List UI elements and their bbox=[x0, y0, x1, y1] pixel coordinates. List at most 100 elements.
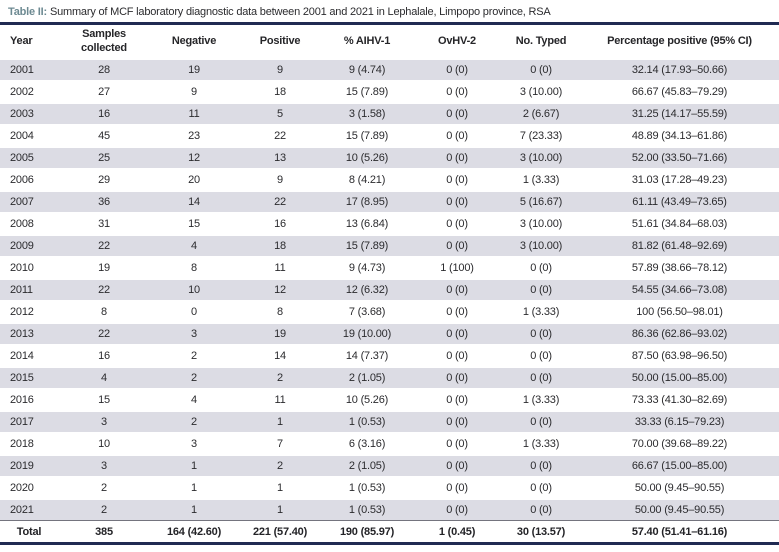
table-cell: 0 (0) bbox=[412, 212, 502, 235]
table-cell: 0 (0) bbox=[412, 80, 502, 103]
table-cell: 12 bbox=[150, 146, 238, 169]
table-cell: 12 bbox=[238, 278, 322, 301]
table-cell: 0 (0) bbox=[412, 454, 502, 477]
year-cell: 2011 bbox=[0, 278, 58, 301]
table-cell: 1 bbox=[238, 410, 322, 433]
table-cell: 54.55 (34.66–73.08) bbox=[580, 278, 779, 301]
total-positive: 221 (57.40) bbox=[238, 520, 322, 545]
table-cell: 0 (0) bbox=[412, 124, 502, 147]
table-cell: 19 bbox=[58, 256, 150, 279]
year-cell: 2008 bbox=[0, 212, 58, 235]
total-samples: 385 bbox=[58, 520, 150, 545]
table-cell: 0 (0) bbox=[502, 322, 580, 345]
column-header-year: Year bbox=[0, 25, 58, 60]
total-no-typed: 30 (13.57) bbox=[502, 520, 580, 545]
year-cell: 2002 bbox=[0, 80, 58, 103]
table-cell: 9 (4.73) bbox=[322, 256, 412, 279]
table-cell: 36 bbox=[58, 190, 150, 213]
table-row: 2021 2 1 1 1 (0.53) 0 (0) 0 (0) 50.00 (9.45–90.… bbox=[0, 498, 779, 521]
table-row: 2016 15 4 11 10 (5.26) 0 (0) 1 (3.33) 73.33 (41… bbox=[0, 388, 779, 411]
table-cell: 0 (0) bbox=[412, 410, 502, 433]
table-cell: 0 (0) bbox=[412, 300, 502, 323]
table-cell: 48.89 (34.13–61.86) bbox=[580, 124, 779, 147]
table-cell: 1 (3.33) bbox=[502, 388, 580, 411]
table-cell: 3 bbox=[58, 410, 150, 433]
table-cell: 9 bbox=[150, 80, 238, 103]
table-cell: 22 bbox=[238, 190, 322, 213]
table-cell: 9 bbox=[238, 168, 322, 191]
table-cell: 57.89 (38.66–78.12) bbox=[580, 256, 779, 279]
table-cell: 1 (100) bbox=[412, 256, 502, 279]
table-cell: 2 bbox=[238, 366, 322, 389]
table-cell: 5 bbox=[238, 102, 322, 125]
year-cell: 2001 bbox=[0, 58, 58, 81]
table-cell: 0 (0) bbox=[502, 256, 580, 279]
table-cell: 0 (0) bbox=[412, 278, 502, 301]
table-cell: 19 bbox=[238, 322, 322, 345]
table-cell: 1 (3.33) bbox=[502, 432, 580, 455]
table-cell: 15 bbox=[58, 388, 150, 411]
table-cell: 14 bbox=[150, 190, 238, 213]
table-cell: 3 (10.00) bbox=[502, 80, 580, 103]
table-cell: 0 (0) bbox=[412, 344, 502, 367]
table-row: 2002 27 9 18 15 (7.89) 0 (0) 3 (10.00) 66.67 (4… bbox=[0, 80, 779, 103]
table-row: 2015 4 2 2 2 (1.05) 0 (0) 0 (0) 50.00 (15.00–85… bbox=[0, 366, 779, 389]
column-header-samples-collected: Samples collected bbox=[58, 25, 150, 60]
total-percentage-positive: 57.40 (51.41–61.16) bbox=[580, 520, 779, 545]
table-cell: 86.36 (62.86–93.02) bbox=[580, 322, 779, 345]
column-header-positive: Positive bbox=[238, 25, 322, 60]
table-cell: 6 (3.16) bbox=[322, 432, 412, 455]
table-cell: 0 (0) bbox=[412, 432, 502, 455]
table-cell: 3 (10.00) bbox=[502, 212, 580, 235]
table-cell: 1 (3.33) bbox=[502, 300, 580, 323]
table-cell: 29 bbox=[58, 168, 150, 191]
table-row: 2013 22 3 19 19 (10.00) 0 (0) 0 (0) 86.36 (62.8… bbox=[0, 322, 779, 345]
table-cell: 3 (10.00) bbox=[502, 234, 580, 257]
table-cell: 16 bbox=[238, 212, 322, 235]
table-cell: 0 (0) bbox=[412, 190, 502, 213]
year-cell: 2017 bbox=[0, 410, 58, 433]
table-cell: 0 (0) bbox=[412, 168, 502, 191]
table-cell: 0 (0) bbox=[412, 102, 502, 125]
table-cell: 9 (4.74) bbox=[322, 58, 412, 81]
year-cell: 2007 bbox=[0, 190, 58, 213]
table-header: Year Samples collected Negative Positive… bbox=[0, 25, 779, 60]
table-cell: 22 bbox=[58, 322, 150, 345]
table-cell: 31 bbox=[58, 212, 150, 235]
table-row: 2014 16 2 14 14 (7.37) 0 (0) 0 (0) 87.50 (63.98… bbox=[0, 344, 779, 367]
column-header-ovhv2: OvHV-2 bbox=[412, 25, 502, 60]
table-cell: 14 (7.37) bbox=[322, 344, 412, 367]
table-cell: 13 bbox=[238, 146, 322, 169]
table-cell: 1 bbox=[150, 476, 238, 499]
year-cell: 2018 bbox=[0, 432, 58, 455]
table-cell: 0 (0) bbox=[412, 366, 502, 389]
table-cell: 19 (10.00) bbox=[322, 322, 412, 345]
table-cell: 10 bbox=[150, 278, 238, 301]
table-row: 2020 2 1 1 1 (0.53) 0 (0) 0 (0) 50.00 (9.45–90.… bbox=[0, 476, 779, 499]
table-cell: 1 (3.33) bbox=[502, 168, 580, 191]
table-cell: 4 bbox=[58, 366, 150, 389]
total-aihv1: 190 (85.97) bbox=[322, 520, 412, 545]
table-cell: 31.25 (14.17–55.59) bbox=[580, 102, 779, 125]
total-negative: 164 (42.60) bbox=[150, 520, 238, 545]
table-cell: 2 bbox=[238, 454, 322, 477]
table-cell: 50.00 (15.00–85.00) bbox=[580, 366, 779, 389]
table-cell: 15 (7.89) bbox=[322, 234, 412, 257]
table-cell: 73.33 (41.30–82.69) bbox=[580, 388, 779, 411]
table-cell: 50.00 (9.45–90.55) bbox=[580, 476, 779, 499]
year-cell: 2004 bbox=[0, 124, 58, 147]
table-cell: 18 bbox=[238, 80, 322, 103]
table-cell: 28 bbox=[58, 58, 150, 81]
column-header-negative: Negative bbox=[150, 25, 238, 60]
table-cell: 0 (0) bbox=[412, 146, 502, 169]
table-cell: 8 bbox=[150, 256, 238, 279]
table-cell: 11 bbox=[150, 102, 238, 125]
table-cell: 0 (0) bbox=[502, 366, 580, 389]
table-cell: 1 bbox=[150, 454, 238, 477]
table-cell: 15 (7.89) bbox=[322, 124, 412, 147]
table-cell: 0 (0) bbox=[412, 322, 502, 345]
table-cell: 8 bbox=[238, 300, 322, 323]
table-cell: 0 (0) bbox=[412, 234, 502, 257]
table-cell: 16 bbox=[58, 344, 150, 367]
table-cell: 0 (0) bbox=[502, 344, 580, 367]
